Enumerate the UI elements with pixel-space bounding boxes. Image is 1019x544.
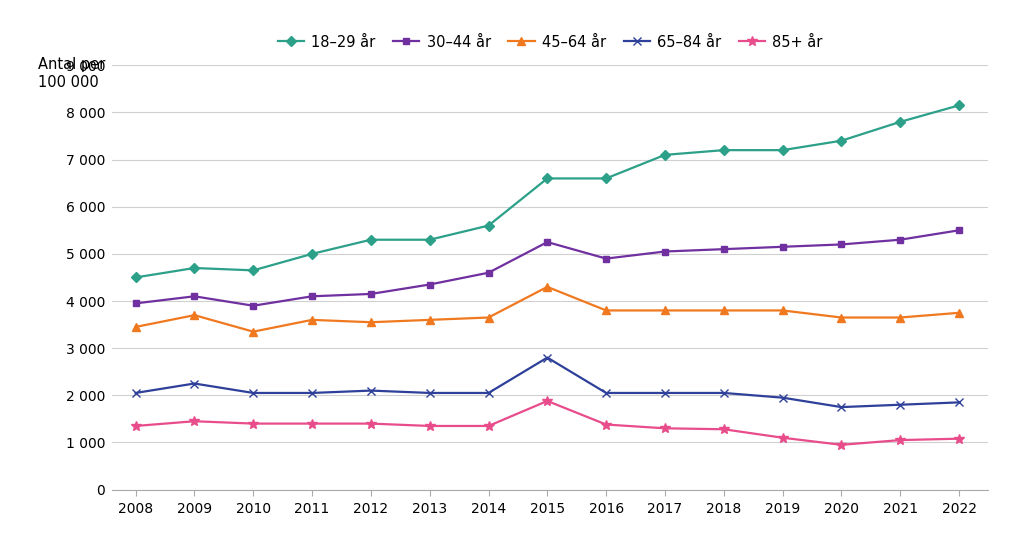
30–44 år xyxy=(659,248,672,255)
65–84 år xyxy=(717,390,730,396)
85+ år xyxy=(600,421,612,428)
45–64 år xyxy=(717,307,730,314)
65–84 år xyxy=(129,390,142,396)
65–84 år xyxy=(659,390,672,396)
85+ år xyxy=(424,423,436,429)
85+ år xyxy=(365,421,377,427)
85+ år xyxy=(129,423,142,429)
18–29 år xyxy=(365,237,377,243)
30–44 år xyxy=(894,237,906,243)
45–64 år xyxy=(776,307,789,314)
85+ år xyxy=(894,437,906,443)
45–64 år xyxy=(424,317,436,323)
30–44 år xyxy=(600,255,612,262)
65–84 år xyxy=(836,404,848,410)
18–29 år xyxy=(659,152,672,158)
30–44 år xyxy=(365,290,377,297)
45–64 år xyxy=(482,314,494,321)
65–84 år xyxy=(776,394,789,401)
65–84 år xyxy=(424,390,436,396)
Line: 45–64 år: 45–64 år xyxy=(131,283,963,336)
30–44 år xyxy=(482,269,494,276)
45–64 år xyxy=(953,310,965,316)
18–29 år xyxy=(894,119,906,125)
30–44 år xyxy=(129,300,142,307)
Line: 65–84 år: 65–84 år xyxy=(131,354,963,411)
45–64 år xyxy=(600,307,612,314)
18–29 år xyxy=(776,147,789,153)
65–84 år xyxy=(482,390,494,396)
85+ år xyxy=(953,435,965,442)
45–64 år xyxy=(129,324,142,330)
65–84 år xyxy=(894,401,906,408)
30–44 år xyxy=(306,293,318,300)
18–29 år xyxy=(248,267,260,274)
45–64 år xyxy=(306,317,318,323)
18–29 år xyxy=(600,175,612,182)
18–29 år xyxy=(306,251,318,257)
85+ år xyxy=(248,421,260,427)
30–44 år xyxy=(424,281,436,288)
30–44 år xyxy=(248,302,260,309)
18–29 år xyxy=(717,147,730,153)
65–84 år xyxy=(541,354,553,361)
45–64 år xyxy=(189,312,201,318)
Line: 85+ år: 85+ år xyxy=(130,396,964,450)
18–29 år xyxy=(424,237,436,243)
30–44 år xyxy=(717,246,730,252)
65–84 år xyxy=(189,380,201,387)
45–64 år xyxy=(894,314,906,321)
65–84 år xyxy=(248,390,260,396)
45–64 år xyxy=(541,283,553,290)
30–44 år xyxy=(776,244,789,250)
65–84 år xyxy=(600,390,612,396)
65–84 år xyxy=(365,387,377,394)
30–44 år xyxy=(541,239,553,245)
Legend: 18–29 år, 30–44 år, 45–64 år, 65–84 år, 85+ år: 18–29 år, 30–44 år, 45–64 år, 65–84 år, … xyxy=(278,34,822,50)
85+ år xyxy=(659,425,672,431)
18–29 år xyxy=(482,222,494,229)
65–84 år xyxy=(953,399,965,406)
85+ år xyxy=(541,398,553,404)
45–64 år xyxy=(365,319,377,325)
65–84 år xyxy=(306,390,318,396)
Line: 18–29 år: 18–29 år xyxy=(132,102,963,281)
85+ år xyxy=(776,435,789,441)
Line: 30–44 år: 30–44 år xyxy=(132,227,963,309)
85+ år xyxy=(189,418,201,424)
30–44 år xyxy=(189,293,201,300)
45–64 år xyxy=(659,307,672,314)
18–29 år xyxy=(129,274,142,281)
18–29 år xyxy=(953,102,965,109)
85+ år xyxy=(836,442,848,448)
Text: Antal per
100 000: Antal per 100 000 xyxy=(38,57,105,90)
30–44 år xyxy=(953,227,965,233)
18–29 år xyxy=(836,138,848,144)
85+ år xyxy=(717,426,730,432)
18–29 år xyxy=(189,265,201,271)
45–64 år xyxy=(836,314,848,321)
45–64 år xyxy=(248,329,260,335)
30–44 år xyxy=(836,241,848,248)
85+ år xyxy=(306,421,318,427)
85+ år xyxy=(482,423,494,429)
18–29 år xyxy=(541,175,553,182)
